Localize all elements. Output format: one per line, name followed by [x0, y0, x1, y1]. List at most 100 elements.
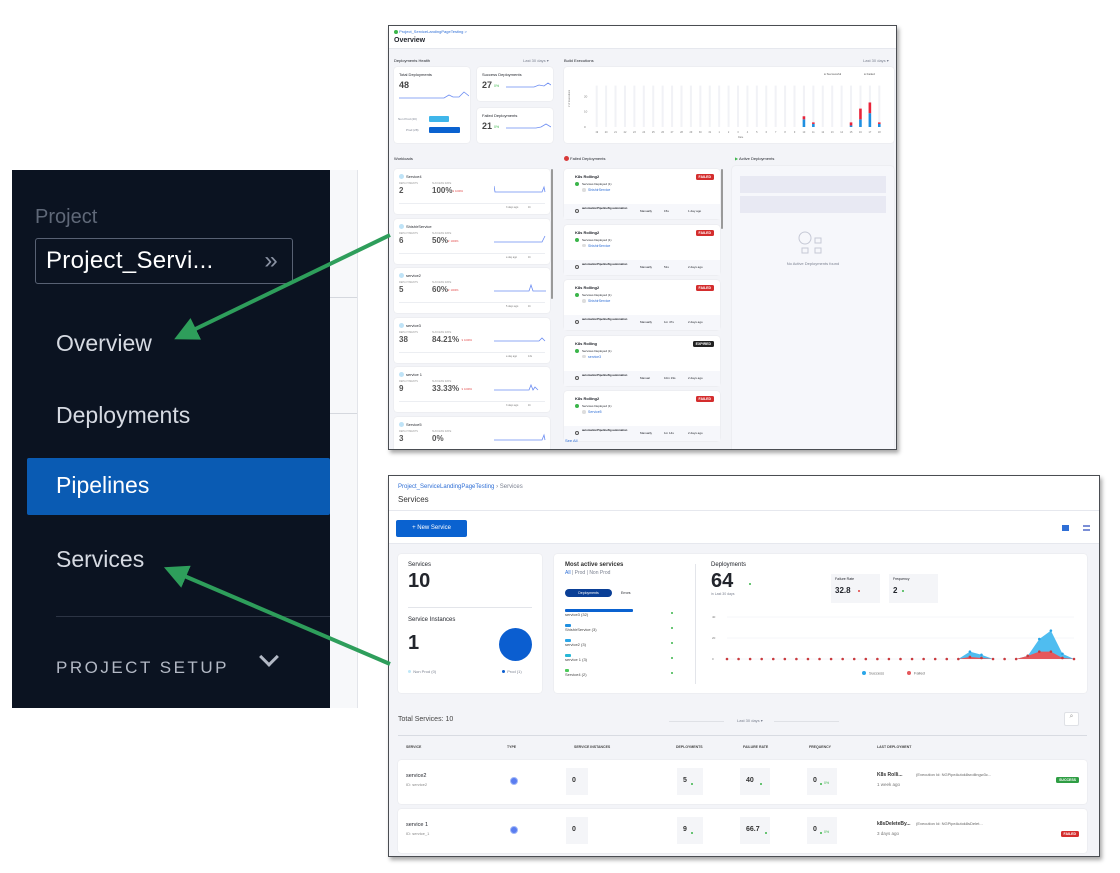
column-header[interactable]: FAILURE RATE: [743, 745, 769, 749]
tab-deployments[interactable]: Deployments: [565, 589, 612, 597]
failed-scrollbar[interactable]: [721, 169, 723, 229]
bar-track: [708, 85, 711, 127]
tab-errors[interactable]: Errors: [621, 591, 631, 595]
workload-name[interactable]: service3: [406, 322, 421, 328]
failed-point: [1061, 656, 1064, 660]
table-header: SERVICE TYPE SERVICE INSTANCES DEPLOYMENTS F…: [389, 745, 1099, 753]
environment-filter[interactable]: All | Prod | Non Prod: [565, 570, 611, 576]
trend-icon: [691, 832, 693, 834]
search-button[interactable]: ⌕: [1064, 712, 1079, 726]
health-range-select[interactable]: Last 30 days ▾: [523, 58, 549, 63]
workload-name[interactable]: ShishirService: [406, 223, 432, 229]
workload-card[interactable]: service3 DEPLOYMENTS SUCCESS RATE 38 84.21% ▼…: [394, 317, 550, 363]
failed-deployment-card[interactable]: K8s Rolling EXPIRED Services Deployed (1) s…: [564, 335, 720, 386]
failed-deployment-card[interactable]: K8s Rolling2 FAILED Services Deployed (1) S…: [564, 280, 720, 330]
card-footer: automationPipelineNg automation Manually 5…: [564, 259, 720, 275]
failed-point: [1003, 657, 1006, 661]
bar-track: [642, 85, 645, 127]
last-deployment-name[interactable]: K8s Rolli...: [877, 772, 903, 778]
service-link[interactable]: service3: [588, 354, 602, 359]
workloads-list[interactable]: Service4 DEPLOYMENTS SUCCESS RATE 2 100% ▼ 10…: [394, 166, 550, 449]
service-icon: [582, 299, 586, 303]
workload-card[interactable]: service2 DEPLOYMENTS SUCCESS RATE 5 60% ▼ 100…: [394, 268, 550, 313]
project-selector[interactable]: Project_Servi... »: [35, 238, 293, 284]
breadcrumb-project[interactable]: Project_ServiceLandingPageTesting: [398, 484, 495, 490]
see-all-link[interactable]: See All: [565, 438, 578, 443]
range-select[interactable]: Last 30 days ▾: [737, 718, 763, 723]
builds-range-select[interactable]: Last 30 days ▾: [863, 58, 889, 63]
nav-services[interactable]: Services: [56, 546, 145, 572]
nav-overview[interactable]: Overview: [56, 330, 152, 356]
trend-icon: [691, 783, 693, 785]
new-service-button[interactable]: + New Service: [396, 520, 467, 537]
project-setup-section[interactable]: PROJECT SETUP: [56, 658, 229, 677]
pipeline-name[interactable]: K8s Rolling2: [575, 174, 600, 179]
nav-deployments[interactable]: Deployments: [56, 402, 191, 428]
total-services-label: Total Services: 10: [398, 716, 454, 723]
trend-icon: [749, 583, 751, 585]
frequency-cell: 0 0%: [807, 817, 837, 844]
workload-card[interactable]: Service4 DEPLOYMENTS SUCCESS RATE 2 100% ▼ 10…: [394, 169, 550, 214]
divider: [399, 401, 545, 402]
status-badge: FAILED: [1060, 831, 1079, 837]
y-tick: 0: [712, 657, 714, 661]
failed-point: [876, 657, 879, 661]
workload-sparkline: [494, 185, 546, 193]
overview-screenshot: Project_ServiceLandingPageTesting > Over…: [388, 25, 897, 450]
deployments-value: 6: [399, 235, 404, 245]
service-link[interactable]: ShishirService: [588, 299, 611, 303]
column-header[interactable]: SERVICE: [406, 745, 422, 749]
workloads-title: Workloads: [394, 156, 413, 161]
status-badge: EXPIRED: [692, 340, 714, 347]
service-name[interactable]: service 1: [406, 822, 429, 828]
pipeline-name[interactable]: K8s Rolling2: [575, 285, 600, 290]
workload-card[interactable]: ShishirService DEPLOYMENTS SUCCESS RATE 6 50…: [394, 218, 550, 264]
service-name[interactable]: service2: [406, 773, 427, 779]
legend-failed: Failed: [914, 671, 925, 676]
x-tick: 18: [878, 131, 881, 134]
service-link[interactable]: Service5: [588, 410, 602, 414]
workload-name[interactable]: Service5: [406, 421, 422, 427]
column-header[interactable]: TYPE: [507, 745, 517, 749]
table-row[interactable]: service2 ID: service2 0 5 40 0 0% K8s Rolli... (…: [398, 760, 1087, 804]
failed-deployment-card[interactable]: K8s Rolling2 FAILED Services Deployed (1) S…: [564, 169, 720, 219]
card-footer: automationPipelineNg automation Manual 10m…: [564, 370, 720, 386]
list-view-icon[interactable]: [1083, 525, 1090, 531]
failure-rate-box: Failure Rate 32.8: [831, 574, 880, 603]
pipeline-name[interactable]: K8s Rolling2: [575, 396, 600, 401]
run-duration: 1h: [528, 206, 531, 209]
workload-card[interactable]: service 1 DEPLOYMENTS SUCCESS RATE 9 33.33% ▼…: [394, 367, 550, 412]
column-header[interactable]: LAST DEPLOYMENT: [877, 745, 912, 749]
column-header[interactable]: DEPLOYMENTS: [676, 745, 703, 749]
success-point: [980, 653, 983, 657]
nav-pipelines[interactable]: Pipelines: [27, 458, 330, 515]
success-rate-value: 0%: [432, 433, 444, 443]
pipeline-name[interactable]: K8s Rolling: [575, 340, 598, 346]
last-deployment-name[interactable]: k8sDeleteBy...: [877, 821, 911, 827]
grid-view-icon[interactable]: [1062, 525, 1069, 531]
workload-name[interactable]: service 1: [406, 372, 423, 377]
workload-name[interactable]: Service4: [406, 174, 422, 179]
execution-id: (Execution Id: NGPipeAutok8sDelet...: [916, 821, 983, 826]
pipeline-name[interactable]: K8s Rolling2: [575, 229, 600, 235]
success-deployments-card: Success Deployments 27 0%: [477, 67, 553, 101]
breadcrumb[interactable]: Project_ServiceLandingPageTesting >: [399, 29, 467, 34]
workload-name[interactable]: service2: [406, 273, 421, 278]
failed-deployment-card[interactable]: K8s Rolling2 FAILED Services Deployed (1) S…: [564, 391, 720, 441]
service-activity-label: service 1 (3): [565, 657, 588, 662]
failed-deployments-list[interactable]: K8s Rolling2 FAILED Services Deployed (1) S…: [564, 166, 720, 449]
column-header[interactable]: FREQUENCY: [809, 745, 831, 749]
deployments-cell: 9: [677, 817, 703, 844]
workloads-scrollbar[interactable]: [551, 169, 553, 299]
bar-track: [812, 85, 815, 127]
table-row[interactable]: service 1 ID: service_1 0 9 66.7 0 0% k8sDelete…: [398, 809, 1087, 853]
x-tick: 8: [784, 131, 786, 134]
workload-card[interactable]: Service5 DEPLOYMENTS SUCCESS RATE 3 0%: [394, 416, 550, 449]
failed-deployment-card[interactable]: K8s Rolling2 FAILED Services Deployed (1) S…: [564, 224, 720, 275]
execution-id: (Execution Id: NGPipeAutok8srollingw3c..…: [916, 772, 992, 777]
rate-delta: ▼ 1000%: [447, 239, 459, 243]
arrow-to-services: [163, 565, 391, 666]
column-header[interactable]: SERVICE INSTANCES: [574, 745, 611, 749]
service-link[interactable]: ShishirService: [588, 188, 611, 192]
service-link[interactable]: ShishirService: [588, 243, 611, 248]
